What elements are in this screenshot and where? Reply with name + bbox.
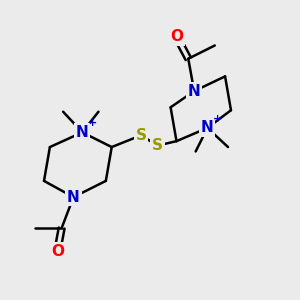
Text: O: O — [51, 244, 64, 259]
Text: O: O — [170, 29, 183, 44]
Text: N: N — [76, 125, 89, 140]
Text: S: S — [136, 128, 147, 143]
Text: N: N — [188, 84, 200, 99]
Text: N: N — [201, 120, 214, 135]
Text: +: + — [213, 114, 223, 124]
Text: +: + — [88, 118, 98, 128]
Text: S: S — [152, 138, 163, 153]
Text: N: N — [67, 190, 80, 205]
